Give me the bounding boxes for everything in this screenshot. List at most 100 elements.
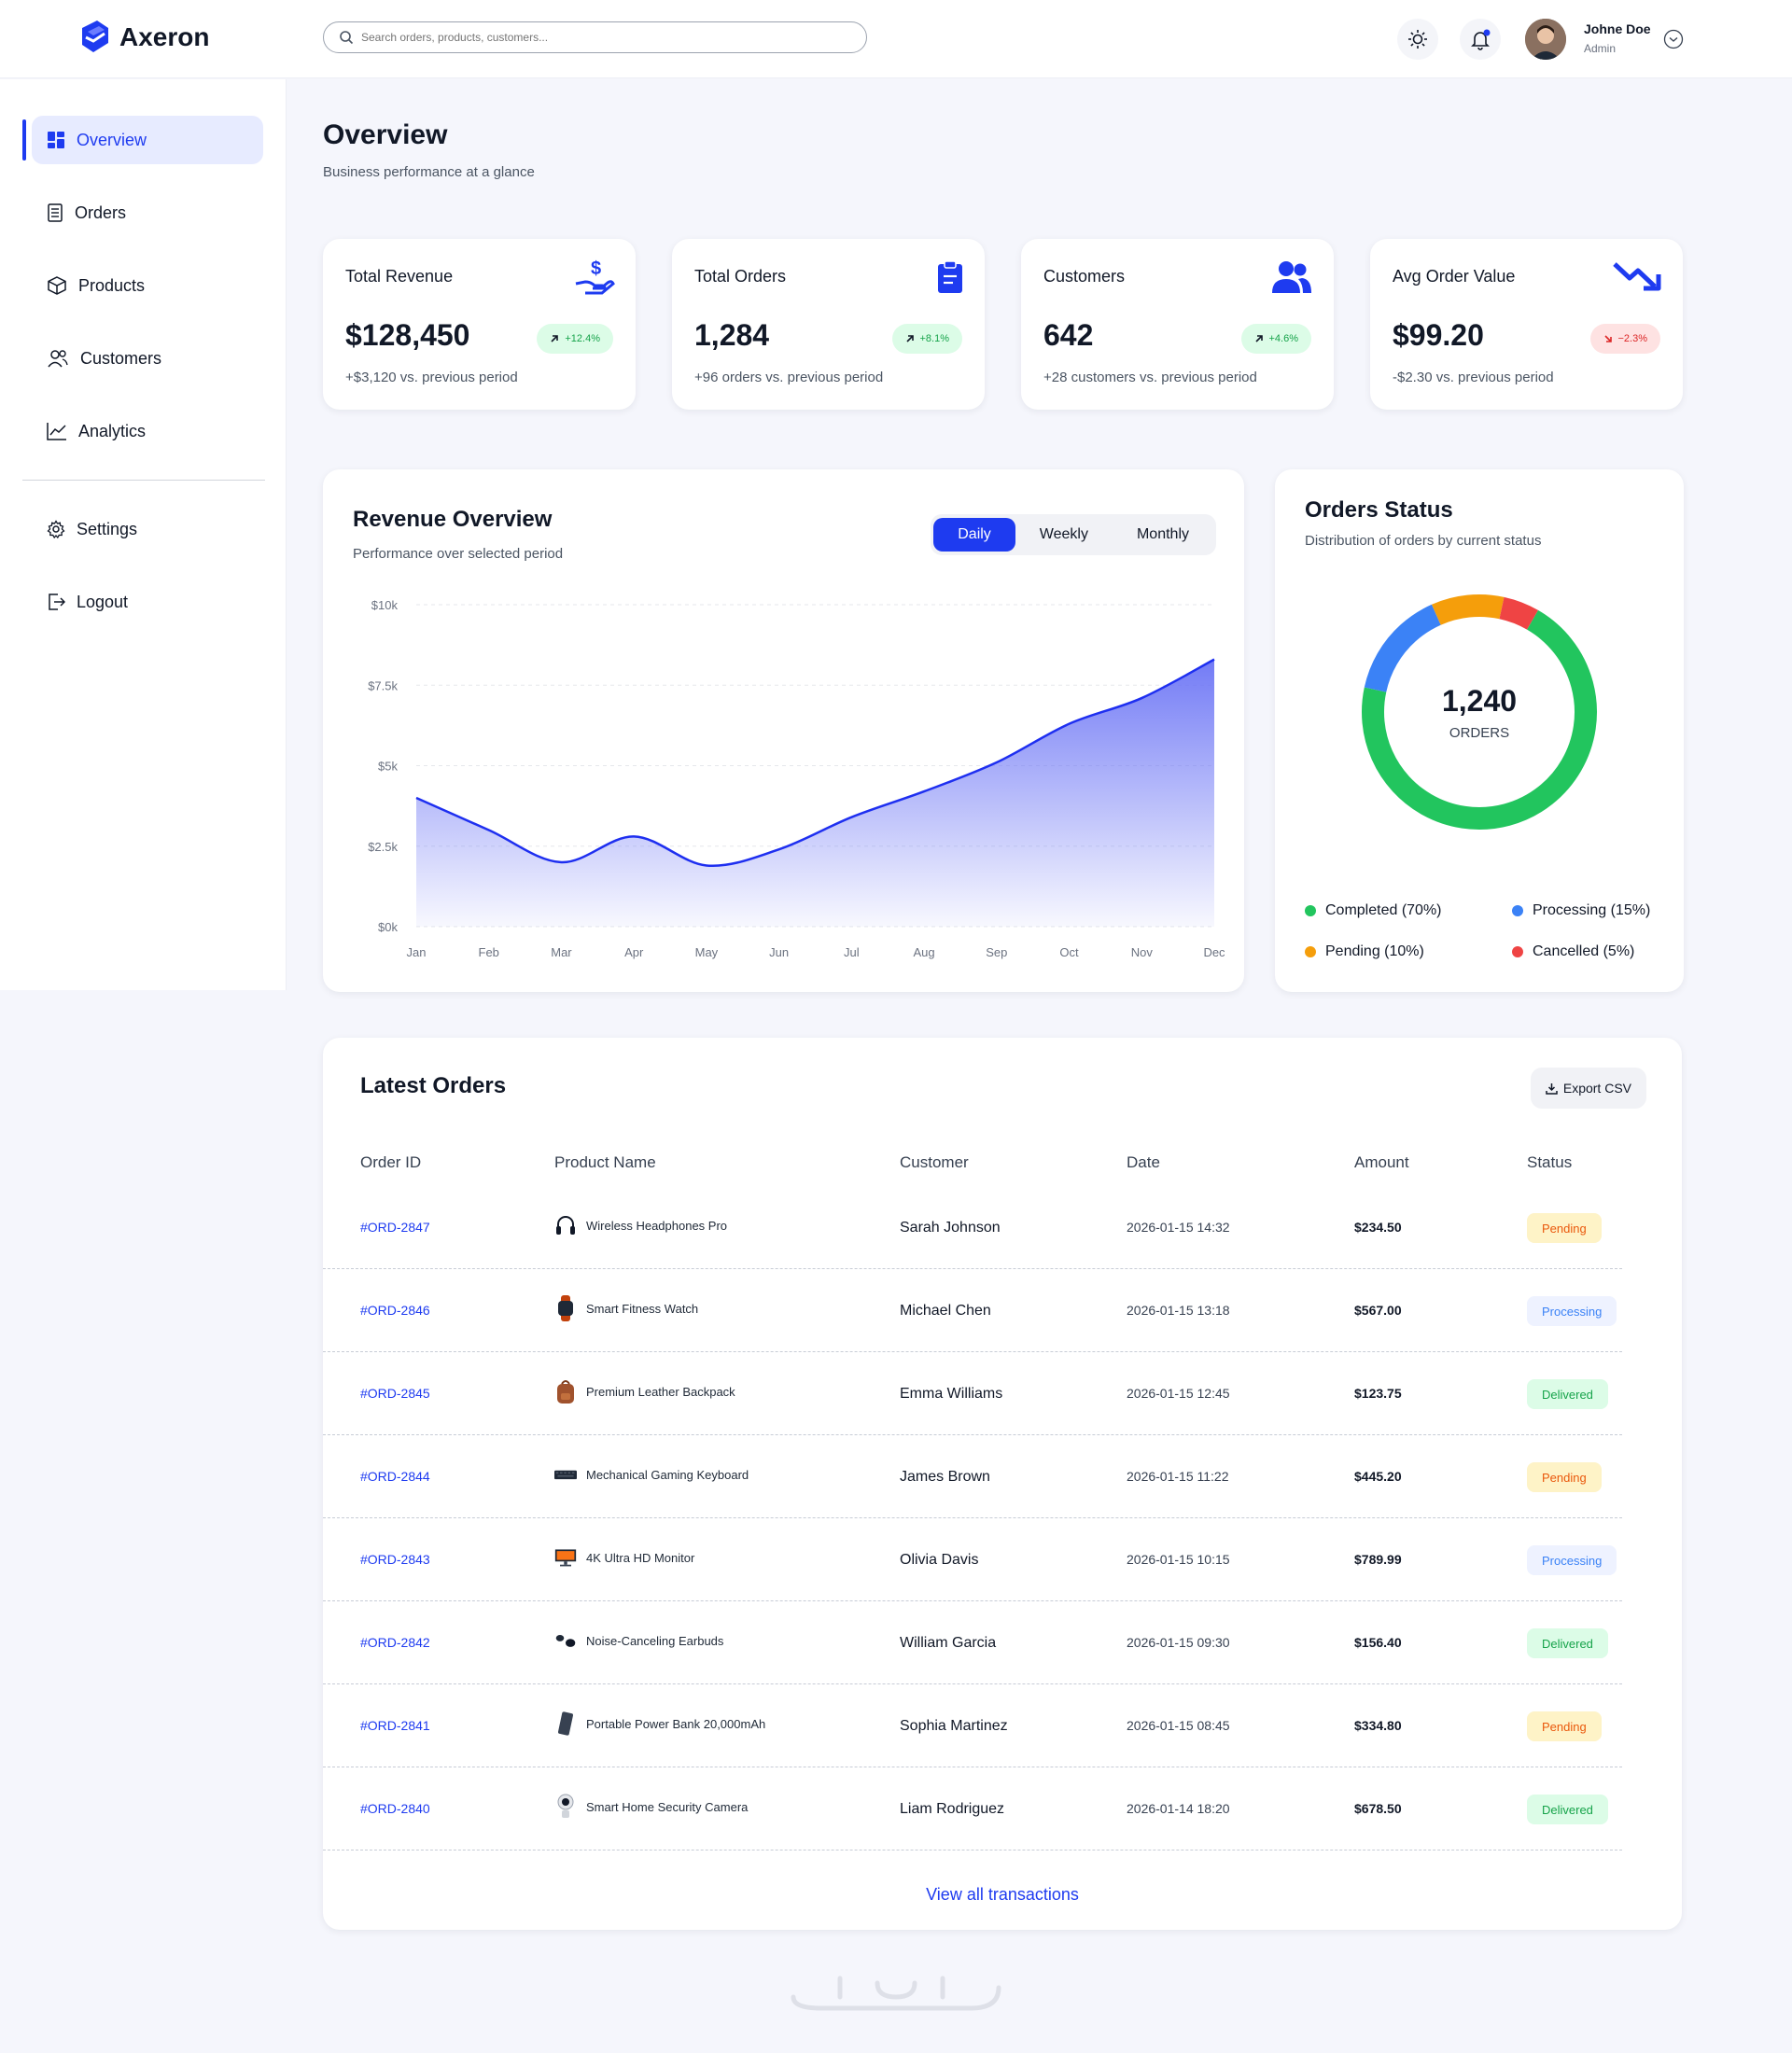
avatar[interactable] [1525, 19, 1566, 60]
stat-value: $128,450 [345, 318, 470, 352]
backpack-icon [554, 1378, 577, 1404]
order-date: 2026-01-15 14:32 [1127, 1220, 1230, 1235]
orders-status-card: Orders Status Distribution of orders by … [1275, 469, 1684, 992]
donut-segment-completed[interactable] [1334, 581, 1624, 858]
legend-cancelled: Cancelled (5%) [1512, 943, 1634, 960]
sidebar-item-label: Settings [77, 519, 138, 538]
arrow-up-right-icon [551, 335, 559, 342]
keyboard-icon [554, 1461, 577, 1487]
grid-icon [48, 132, 64, 148]
arrow-up-right-icon [1254, 335, 1263, 342]
tab-daily[interactable]: Daily [933, 518, 1015, 552]
stat-value: 1,284 [694, 318, 770, 352]
revenue-area [416, 659, 1214, 927]
order-date: 2026-01-15 10:15 [1127, 1552, 1230, 1567]
sidebar-item-label: Overview [77, 130, 147, 149]
tab-monthly[interactable]: Monthly [1136, 526, 1189, 542]
tab-weekly[interactable]: Weekly [1039, 526, 1088, 542]
order-id-link[interactable]: #ORD-2844 [360, 1469, 430, 1484]
column-header[interactable]: Customer [900, 1153, 969, 1171]
chevron-down-icon[interactable] [1663, 29, 1684, 49]
users-icon [1272, 261, 1311, 293]
product-name: Smart Fitness Watch [586, 1301, 699, 1316]
table-row[interactable]: #ORD-2841 Portable Power Bank 20,000mAh So… [323, 1685, 1622, 1767]
order-id-link[interactable]: #ORD-2847 [360, 1220, 430, 1235]
x-tick-label: Nov [1131, 945, 1154, 959]
legend-label: Cancelled (5%) [1533, 943, 1635, 959]
orders-total-label: ORDERS [1449, 725, 1510, 741]
orders-status-subtitle: Distribution of orders by current status [1305, 533, 1542, 549]
theme-toggle-button[interactable] [1397, 19, 1438, 60]
donut-segment-processing[interactable] [1334, 581, 1624, 858]
logo-icon [82, 21, 108, 52]
legend-processing: Processing (15%) [1512, 902, 1650, 919]
column-header[interactable]: Date [1127, 1153, 1160, 1171]
order-id-link[interactable]: #ORD-2840 [360, 1801, 430, 1816]
table-row[interactable]: #ORD-2840 Smart Home Security Camera Liam … [323, 1768, 1622, 1850]
column-header[interactable]: Order ID [360, 1153, 422, 1171]
product-name: Portable Power Bank 20,000mAh [586, 1716, 766, 1731]
table-row[interactable]: #ORD-2847 Wireless Headphones Pro Sarah Jo… [323, 1187, 1622, 1269]
legend-label: Processing (15%) [1533, 902, 1651, 918]
column-header[interactable]: Amount [1354, 1153, 1409, 1171]
sidebar-item-customers[interactable]: Customers [32, 334, 263, 383]
product-cell: Smart Home Security Camera [554, 1794, 748, 1820]
stat-card-customers: Customers 642 +4.6% +28 customers vs. pr… [1021, 239, 1334, 410]
customer-name: Sarah Johnson [900, 1220, 1001, 1236]
sidebar-item-analytics[interactable]: Analytics [32, 407, 263, 455]
y-tick-label: $10k [371, 598, 399, 612]
order-id-link[interactable]: #ORD-2841 [360, 1718, 430, 1733]
search-input[interactable] [361, 31, 828, 44]
product-name: Noise-Canceling Earbuds [586, 1633, 724, 1648]
status-badge: Pending [1527, 1213, 1602, 1243]
clipboard-icon [938, 260, 962, 293]
product-cell: Mechanical Gaming Keyboard [554, 1461, 749, 1487]
export-label: Export CSV [1562, 1081, 1631, 1096]
stat-title: Avg Order Value [1393, 267, 1516, 286]
table-row[interactable]: #ORD-2845 Premium Leather Backpack Emma Wi… [323, 1353, 1622, 1435]
column-header[interactable]: Product Name [554, 1153, 656, 1171]
x-tick-label: Sep [986, 945, 1007, 959]
brand-logo[interactable]: Axeron [78, 19, 209, 56]
order-id-link[interactable]: #ORD-2842 [360, 1635, 430, 1650]
product-name: Premium Leather Backpack [586, 1384, 735, 1399]
search-bar[interactable] [323, 21, 867, 53]
export-csv-button[interactable]: Export CSV [1530, 1068, 1646, 1109]
table-row[interactable]: #ORD-2843 4K Ultra HD Monitor Olivia Davis… [323, 1519, 1622, 1601]
table-row[interactable]: #ORD-2842 Noise-Canceling Earbuds William … [323, 1602, 1622, 1684]
legend-dot [1512, 905, 1523, 916]
sidebar-item-settings[interactable]: Settings [32, 505, 263, 553]
stat-note: +96 orders vs. previous period [694, 370, 884, 385]
x-tick-label: May [695, 945, 719, 959]
period-toggle: Daily Weekly Monthly [931, 514, 1216, 555]
sidebar-item-products[interactable]: Products [32, 261, 263, 310]
legend-dot [1512, 946, 1523, 957]
arrow-up-right-icon [905, 335, 914, 342]
brand-name: Axeron [119, 22, 210, 51]
x-tick-label: Jul [844, 945, 860, 959]
table-row[interactable]: #ORD-2844 Mechanical Gaming Keyboard James… [323, 1436, 1622, 1518]
download-icon [1546, 1082, 1558, 1095]
order-date: 2026-01-15 13:18 [1127, 1303, 1230, 1318]
column-header[interactable]: Status [1527, 1153, 1573, 1171]
product-name: Mechanical Gaming Keyboard [586, 1467, 749, 1482]
table-row[interactable]: #ORD-2846 Smart Fitness Watch Michael Chen… [323, 1270, 1622, 1352]
order-id-link[interactable]: #ORD-2843 [360, 1552, 430, 1567]
notifications-button[interactable] [1460, 19, 1501, 60]
sidebar-item-orders[interactable]: Orders [32, 189, 263, 237]
view-all-transactions-link[interactable]: View all transactions [926, 1885, 1079, 1904]
sidebar-item-overview[interactable]: Overview [32, 116, 263, 164]
legend-dot [1305, 946, 1316, 957]
stat-title: Customers [1043, 267, 1126, 286]
active-indicator [22, 119, 26, 161]
watermark-logo [791, 1976, 1001, 2011]
sidebar-item-logout[interactable]: Logout [32, 578, 263, 626]
latest-orders-title: Latest Orders [360, 1073, 507, 1098]
customer-name: Emma Williams [900, 1386, 1003, 1402]
order-id-link[interactable]: #ORD-2846 [360, 1303, 430, 1318]
change-badge: +4.6% [1240, 324, 1311, 354]
y-tick-label: $2.5k [368, 840, 398, 854]
box-icon [48, 276, 66, 295]
stat-note: -$2.30 vs. previous period [1393, 370, 1554, 385]
order-id-link[interactable]: #ORD-2845 [360, 1386, 430, 1401]
